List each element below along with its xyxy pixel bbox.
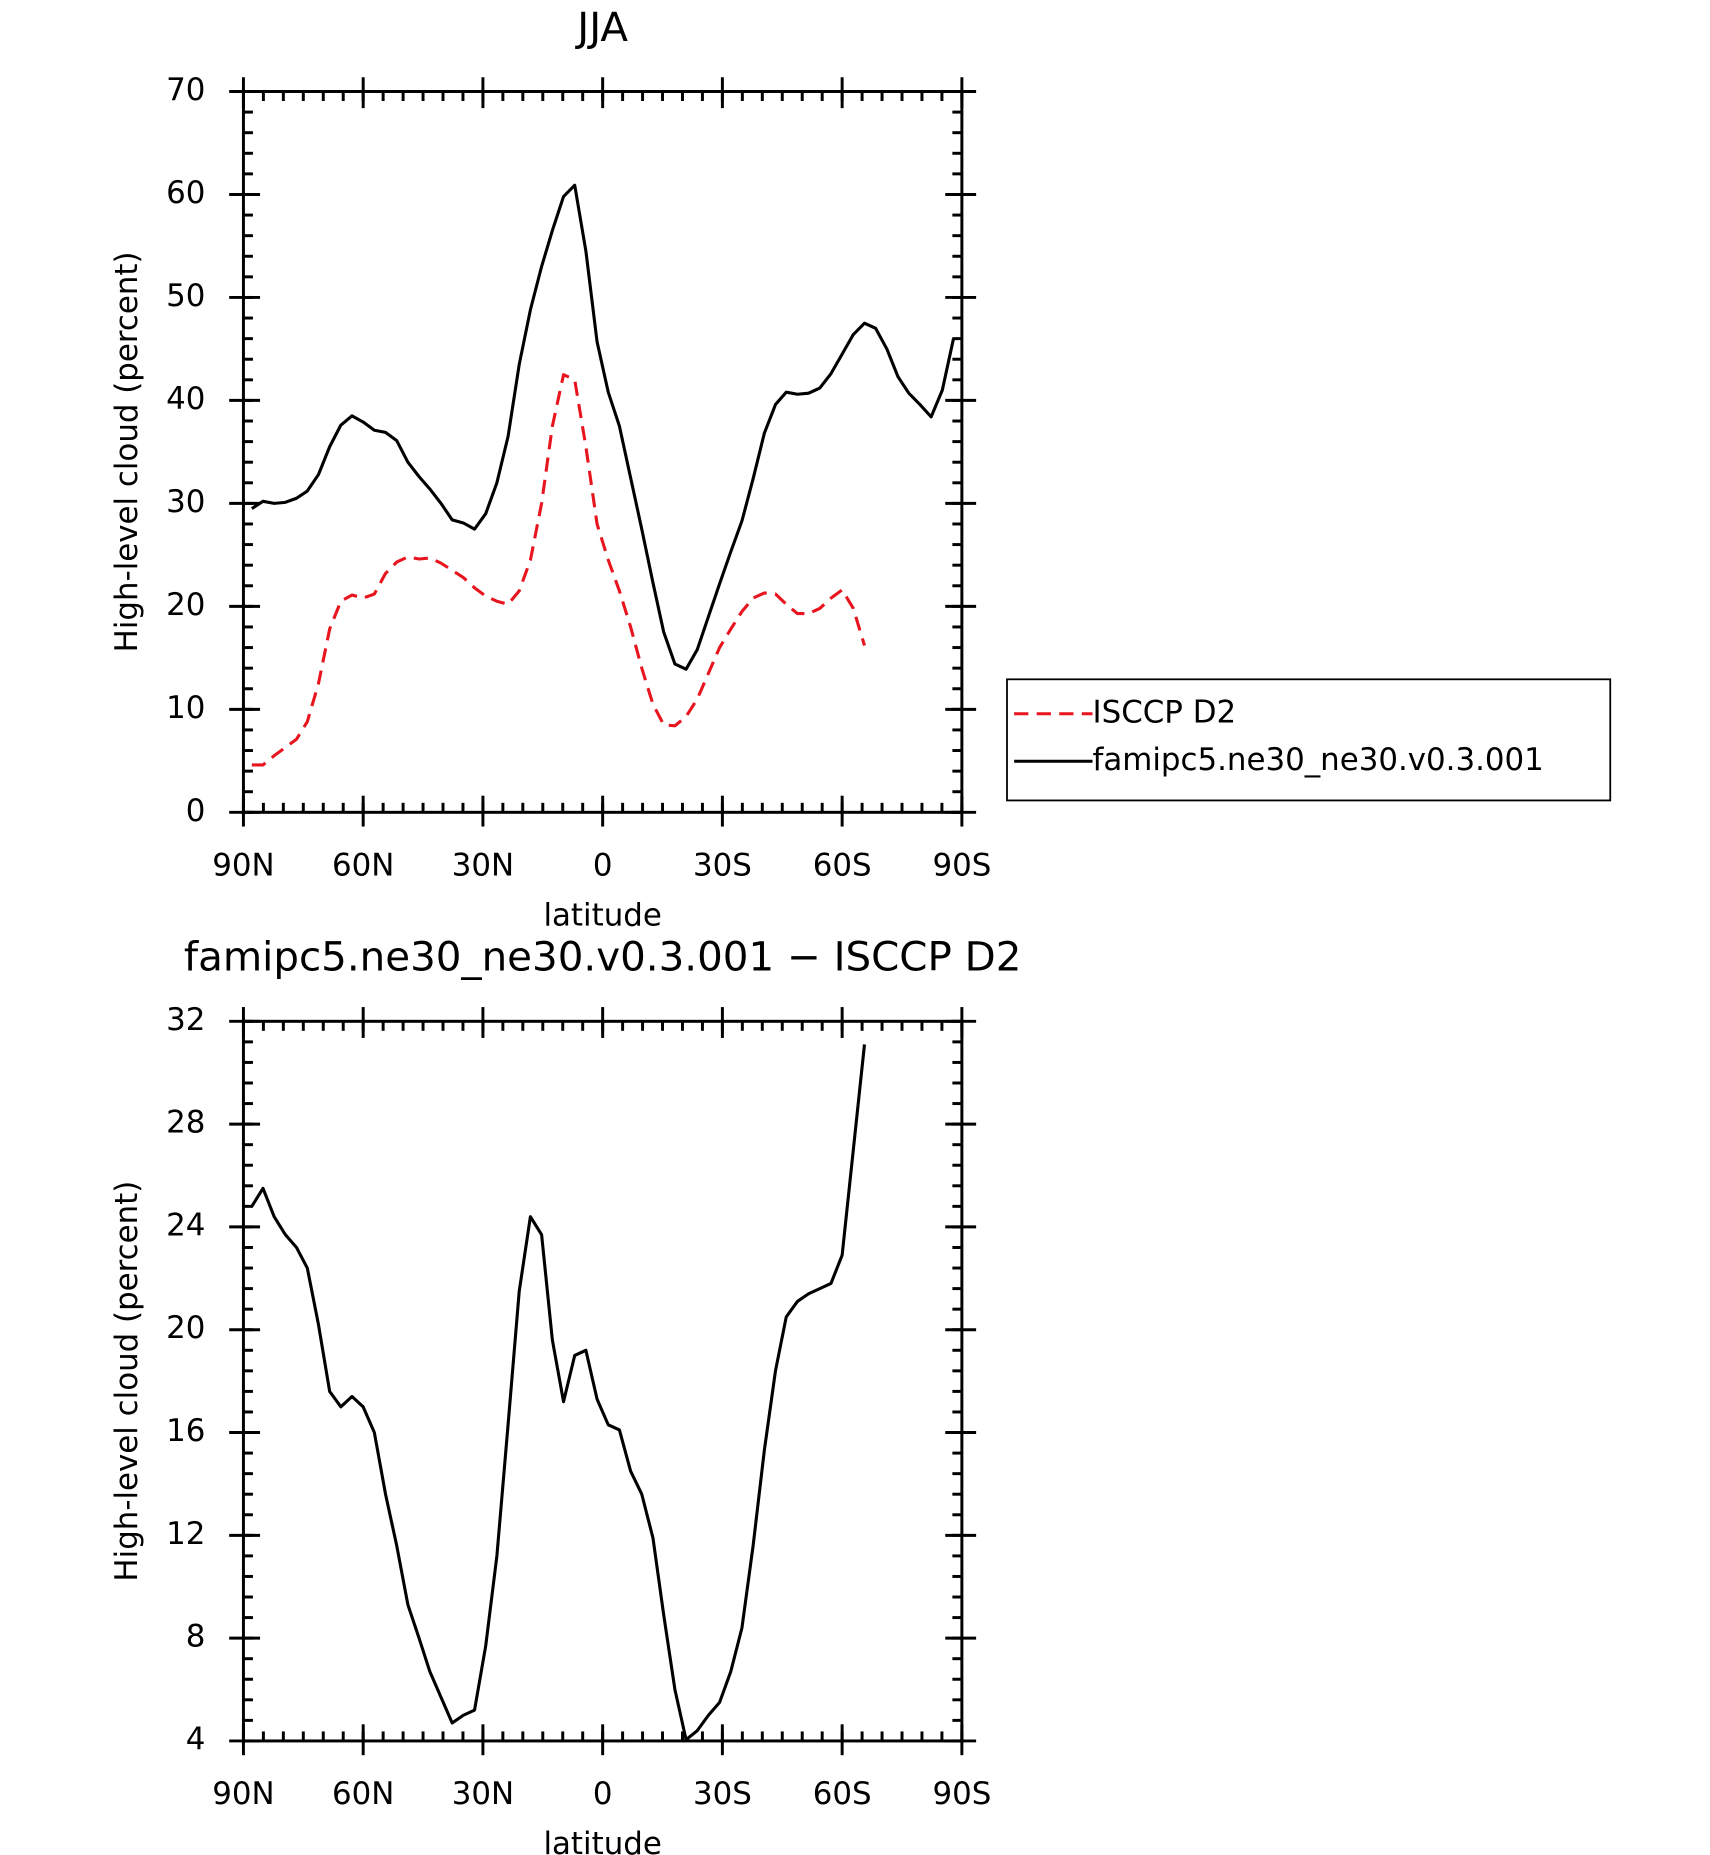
y-tick-label: 20 bbox=[166, 587, 205, 623]
x-axis-label: latitude bbox=[543, 897, 661, 933]
x-tick-label: 0 bbox=[593, 1776, 613, 1812]
legend-box bbox=[1006, 678, 1612, 802]
y-tick-label: 50 bbox=[166, 278, 205, 314]
y-tick-label: 16 bbox=[166, 1413, 205, 1449]
legend-label: ISCCP D2 bbox=[1093, 694, 1237, 730]
y-tick-label: 32 bbox=[166, 1002, 205, 1038]
y-tick-label: 70 bbox=[166, 72, 205, 108]
plot-frame bbox=[241, 1019, 964, 1743]
y-tick-label: 10 bbox=[166, 690, 205, 726]
y-tick-label: 30 bbox=[166, 484, 205, 520]
y-tick-label: 24 bbox=[166, 1207, 205, 1243]
chart-title: JJA bbox=[574, 4, 628, 51]
x-tick-label: 60S bbox=[813, 847, 872, 883]
y-tick-label: 40 bbox=[166, 381, 205, 417]
y-axis-label: High-level cloud (percent) bbox=[109, 251, 145, 652]
x-tick-label: 30N bbox=[452, 847, 514, 883]
legend: ISCCP D2 famipc5.ne30_ne30.v0.3.001 bbox=[1006, 678, 1612, 802]
x-axis-label: latitude bbox=[543, 1826, 661, 1855]
y-tick-label: 12 bbox=[166, 1516, 205, 1552]
x-tick-label: 90S bbox=[932, 847, 991, 883]
x-tick-label: 90N bbox=[212, 1776, 274, 1812]
y-tick-label: 4 bbox=[186, 1721, 206, 1757]
x-tick-label: 30N bbox=[452, 1776, 514, 1812]
x-tick-label: 30S bbox=[693, 847, 752, 883]
x-tick-label: 60N bbox=[332, 1776, 394, 1812]
x-tick-label: 60N bbox=[332, 847, 394, 883]
y-tick-label: 20 bbox=[166, 1310, 205, 1346]
legend-label: famipc5.ne30_ne30.v0.3.001 bbox=[1093, 742, 1544, 778]
x-tick-label: 30S bbox=[693, 1776, 752, 1812]
y-axis-label: High-level cloud (percent) bbox=[109, 1181, 145, 1582]
y-tick-label: 28 bbox=[166, 1105, 205, 1141]
plot-frame bbox=[241, 90, 964, 814]
x-tick-label: 90S bbox=[932, 1776, 991, 1812]
x-tick-label: 90N bbox=[212, 847, 274, 883]
y-tick-label: 8 bbox=[186, 1619, 206, 1655]
x-tick-label: 0 bbox=[593, 847, 613, 883]
chart-title: famipc5.ne30_ne30.v0.3.001 − ISCCP D2 bbox=[184, 934, 1022, 981]
y-tick-label: 60 bbox=[166, 175, 205, 211]
x-tick-label: 60S bbox=[813, 1776, 872, 1812]
data-line bbox=[250, 1044, 867, 1742]
y-tick-label: 0 bbox=[186, 793, 206, 829]
data-line bbox=[250, 183, 955, 671]
data-line bbox=[251, 373, 866, 767]
